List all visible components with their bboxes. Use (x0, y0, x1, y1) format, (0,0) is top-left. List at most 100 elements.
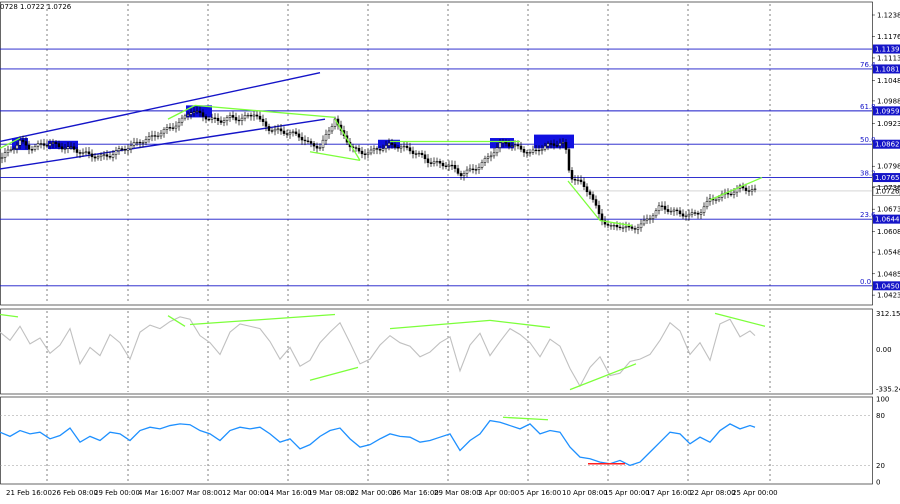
candle-body (732, 191, 736, 195)
candle-body (186, 114, 190, 117)
level-price-tag (873, 139, 900, 149)
candle-body (81, 152, 85, 154)
candle-body (438, 160, 442, 164)
candle-body (282, 130, 286, 134)
candle-body (432, 161, 436, 164)
price-tick-label: 1.0608 (877, 228, 900, 236)
candle-body (609, 225, 613, 227)
candle-body (564, 142, 568, 150)
candle-body (480, 162, 484, 168)
candle-body (123, 149, 127, 151)
candle-body (726, 192, 730, 195)
candle-body (435, 160, 439, 163)
candle-body (714, 199, 718, 201)
candle-body (459, 173, 463, 177)
candle-body (264, 121, 268, 127)
time-axis-label: 21 Feb 16:00 (6, 489, 52, 497)
candle-body (594, 199, 598, 206)
panel-frame (0, 396, 873, 485)
candle-body (129, 145, 133, 150)
time-axis-label: 12 Mar 00:00 (222, 489, 269, 497)
candle-body (204, 116, 208, 120)
level-price-label: 1.1139 (875, 46, 900, 54)
candle-body (78, 152, 82, 154)
oscillator-tick-label: 0.00 (876, 346, 892, 354)
oscillator-trendline (389, 319, 491, 330)
candle-body (210, 117, 214, 120)
candle-body (507, 143, 511, 147)
fibo-level-label: 23.6 (860, 211, 876, 219)
candle-body (573, 179, 577, 181)
candle-body (267, 126, 271, 131)
candle-body (45, 145, 49, 147)
candle-body (705, 201, 709, 208)
candle-body (450, 164, 454, 167)
time-axis-label: 17 Apr 16:00 (646, 489, 692, 497)
candle-body (753, 188, 757, 190)
candle-body (21, 140, 25, 142)
rsi-tick-label: 20 (876, 462, 885, 470)
candle-body (117, 148, 121, 152)
candle-body (516, 144, 520, 147)
candle-body (672, 209, 676, 212)
candle-body (528, 152, 532, 154)
price-tick-label: 1.0798 (877, 163, 900, 171)
candle-body (306, 140, 310, 142)
candle-body (522, 149, 526, 153)
candle-body (486, 156, 490, 159)
candle-body (372, 148, 376, 151)
rsi-tick-label: 80 (876, 412, 885, 420)
candle-body (567, 149, 571, 171)
candle-body (660, 205, 664, 207)
candle-body (492, 152, 496, 157)
candle-body (534, 149, 538, 152)
candle-body (24, 141, 28, 146)
candle-body (165, 127, 169, 130)
candle-body (195, 110, 199, 113)
candle-body (615, 224, 619, 228)
oscillator-trendline (714, 312, 766, 327)
candle-body (603, 220, 607, 225)
zone-box (490, 138, 514, 149)
candle-body (321, 139, 325, 148)
fibo-level-label: 38.2 (860, 170, 876, 178)
price-trendline (599, 219, 633, 227)
candle-body (234, 117, 238, 121)
fibo-level-label: 61.8 (860, 103, 876, 111)
candle-body (543, 145, 547, 150)
candle-body (93, 156, 97, 159)
candle-body (627, 226, 631, 228)
candle-body (750, 189, 754, 192)
candle-body (237, 119, 241, 122)
candle-body (285, 133, 289, 135)
time-axis-label: 29 Mar 08:00 (434, 489, 481, 497)
candle-body (681, 213, 685, 217)
candle-body (636, 227, 640, 230)
candle-body (132, 142, 136, 146)
candle-body (222, 120, 226, 123)
ohlc-readout: 0728 1.0722 1.0726 (0, 3, 72, 11)
candle-body (552, 143, 556, 146)
candle-body (84, 151, 88, 153)
candle-body (357, 147, 361, 152)
price-tick-label: 1.1113 (877, 54, 900, 62)
candle-body (240, 117, 244, 121)
oscillator-trendline (489, 319, 551, 329)
candle-body (42, 143, 46, 146)
candle-body (183, 115, 187, 119)
oscillator-line (0, 316, 756, 388)
candle-body (150, 135, 154, 137)
candle-body (474, 169, 478, 171)
candle-body (663, 205, 667, 210)
candle-body (483, 158, 487, 163)
candle-body (537, 149, 541, 152)
candle-body (531, 149, 535, 153)
candle-body (168, 127, 172, 129)
candle-body (228, 115, 232, 118)
candle-body (393, 144, 397, 148)
candle-body (678, 210, 682, 215)
oscillator-tick-label: -335.2476 (876, 386, 900, 394)
price-tick-label: 1.1176 (877, 33, 900, 41)
candle-body (147, 136, 151, 140)
